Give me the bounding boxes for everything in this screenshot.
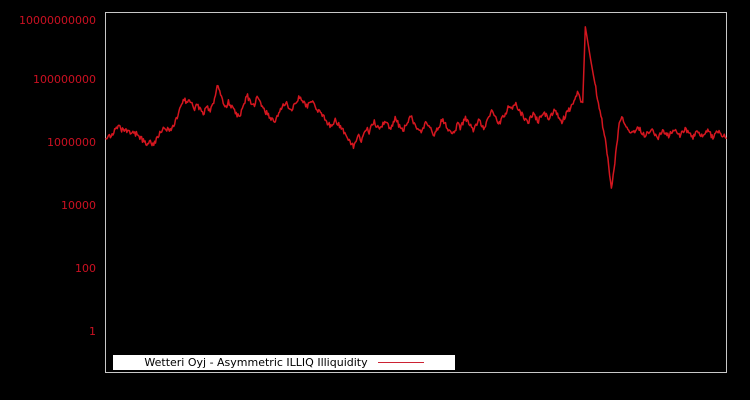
legend-label: Wetteri Oyj - Asymmetric ILLIQ Illiquidi…	[144, 356, 368, 369]
line-swatch	[377, 362, 424, 363]
y-tick-label: 1	[89, 325, 96, 338]
y-tick-label: 1000000	[47, 136, 96, 149]
y-tick-label: 100000000	[33, 73, 96, 86]
plot-area	[105, 12, 727, 373]
y-tick-label: 100	[75, 262, 96, 275]
y-tick-label: 10000	[61, 199, 96, 212]
y-tick-label: 10000000000	[19, 14, 96, 27]
y-axis-tick-labels: 10000000000 100000000 1000000 10000 100 …	[0, 0, 100, 400]
legend[interactable]: Wetteri Oyj - Asymmetric ILLIQ Illiquidi…	[113, 355, 455, 370]
